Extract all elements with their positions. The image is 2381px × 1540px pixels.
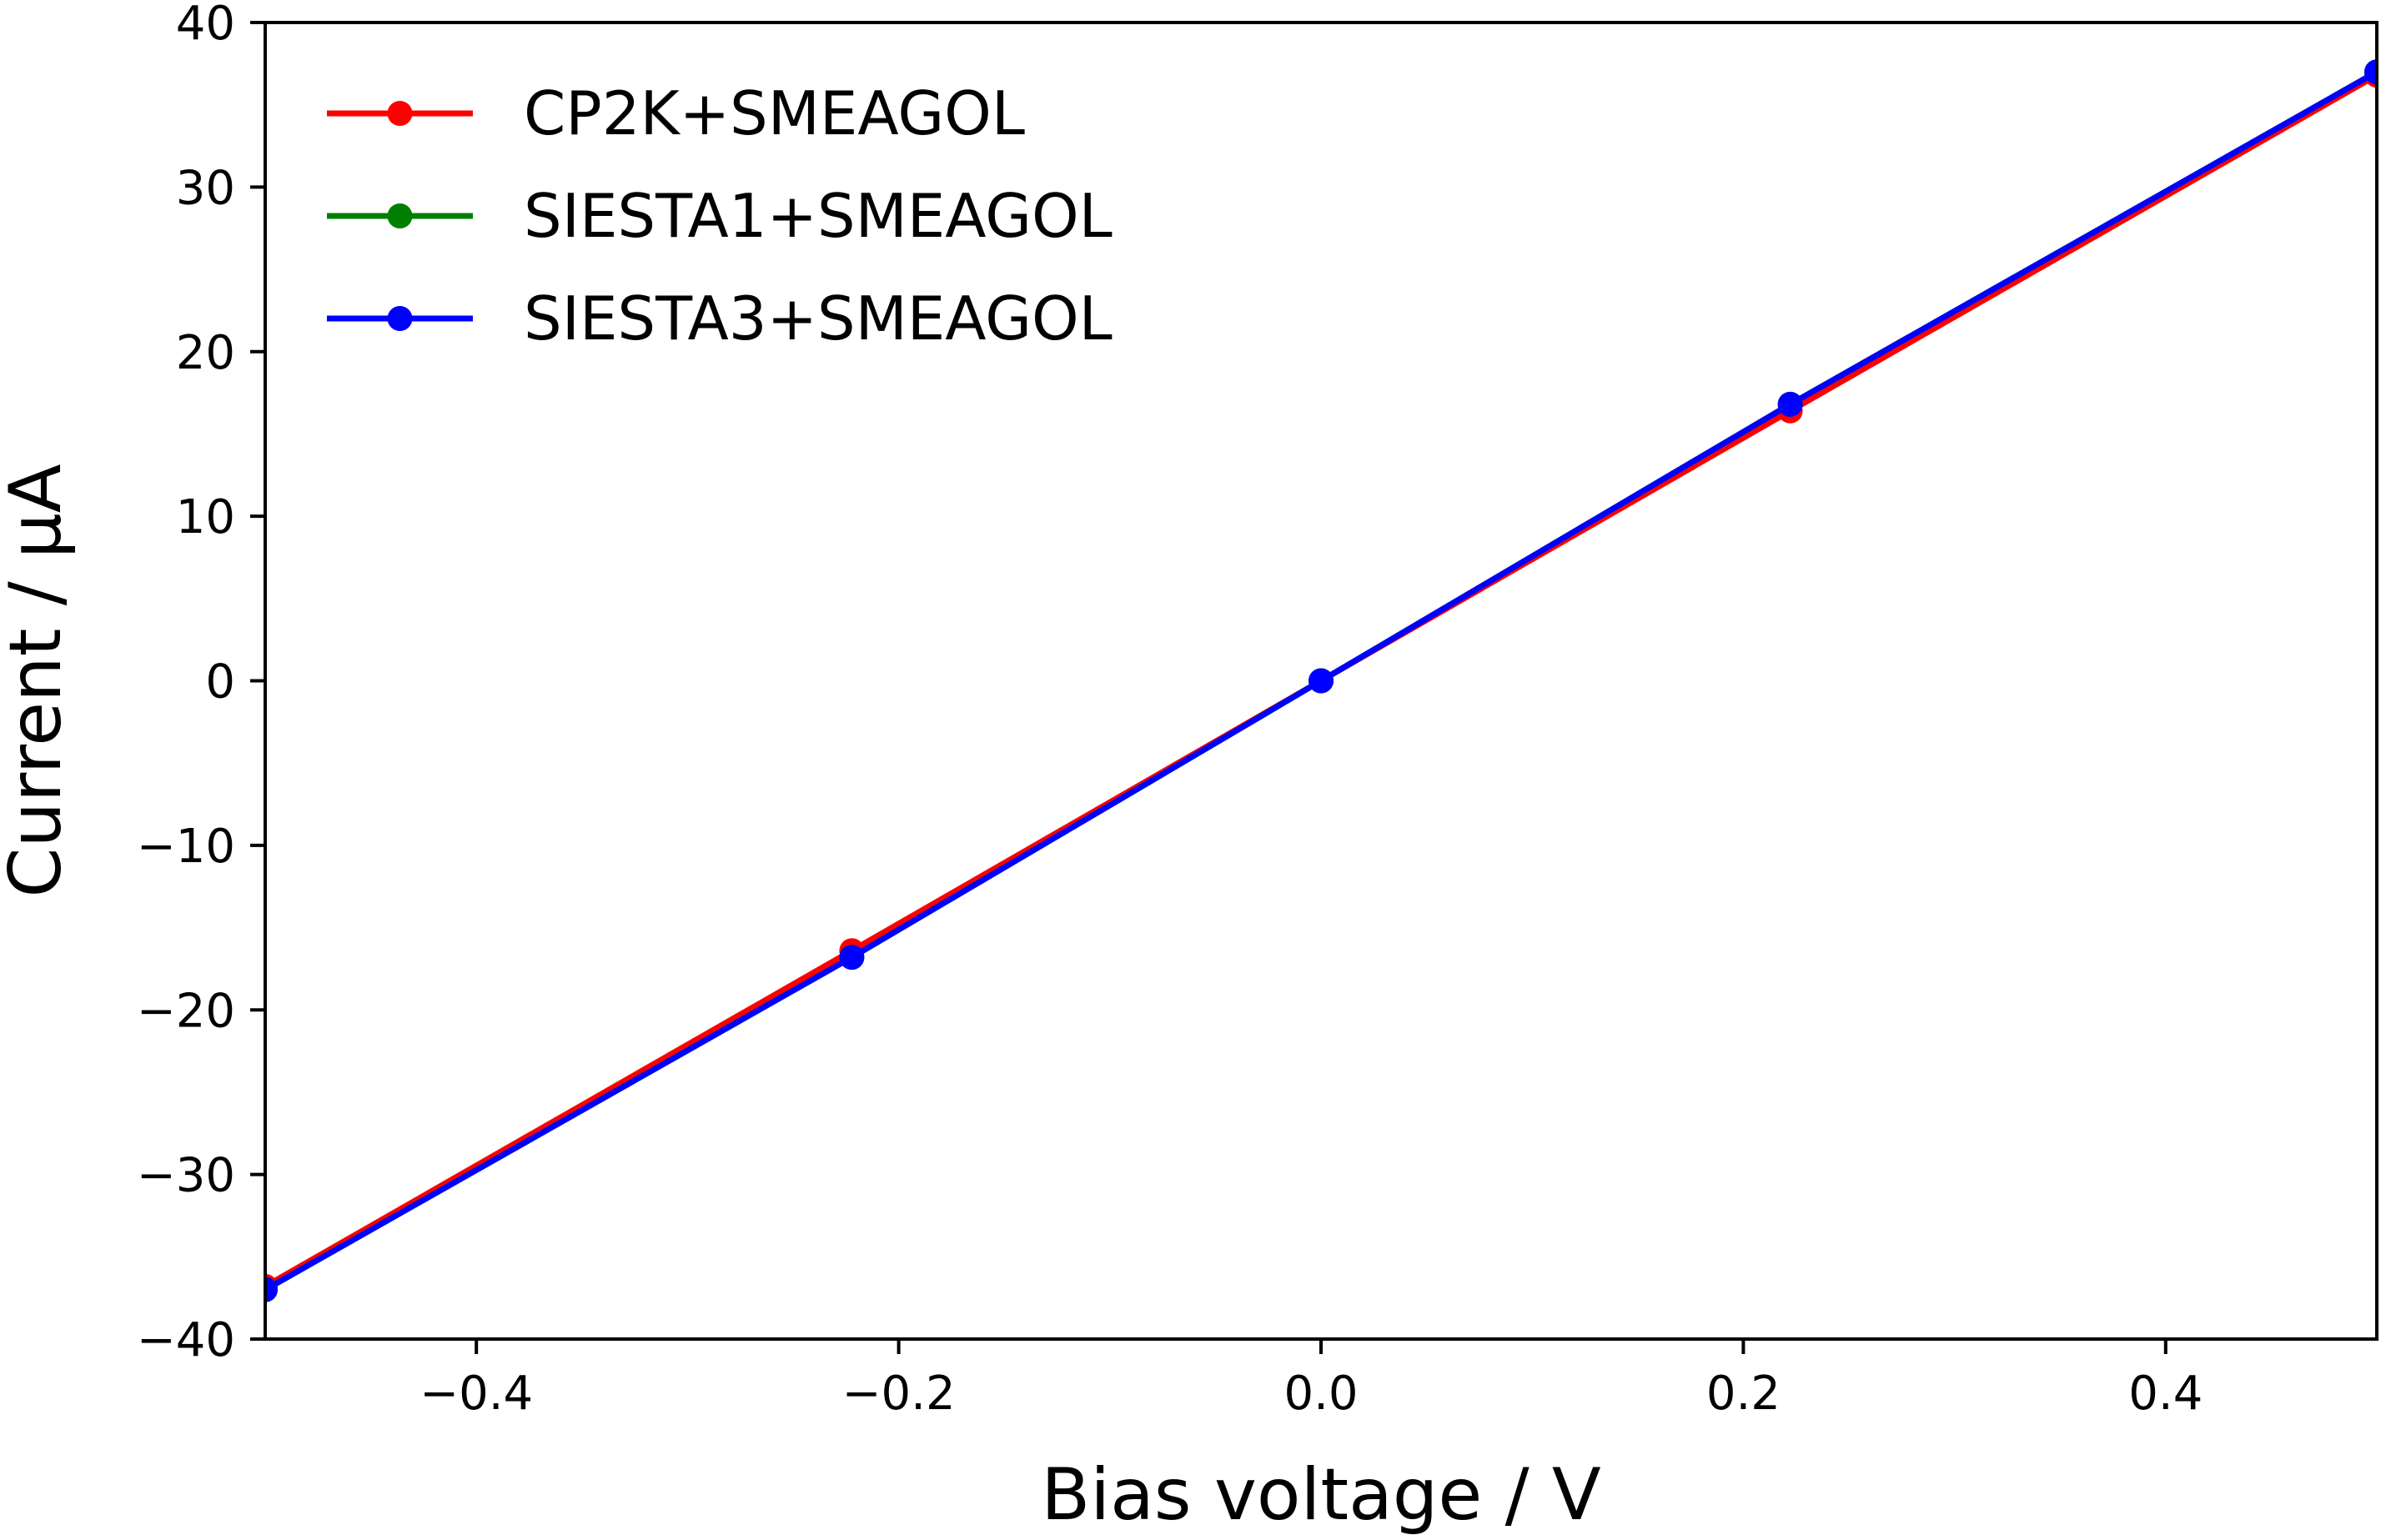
y-tick-label: 10 [176,490,235,544]
y-tick-label: −10 [137,820,235,874]
y-tick-label: −40 [137,1313,235,1367]
y-axis-ticks: −40 −30 −20 −10 0 10 20 30 40 [137,0,265,1367]
x-axis-ticks: −0.4 −0.2 0.0 0.2 0.4 [419,1339,2203,1421]
series-3-point-3 [1309,668,1334,694]
y-tick-label: 30 [176,161,235,215]
series-3-point-5 [2364,59,2377,85]
y-tick-label: 0 [205,655,235,710]
legend-marker-1 [387,101,413,126]
x-tick-label: −0.4 [419,1367,533,1421]
series-3-point-2 [839,945,865,971]
legend-label-1: CP2K+SMEAGOL [524,78,1025,148]
legend-marker-2 [387,203,413,228]
legend-marker-3 [387,306,413,331]
y-axis-title: Current / μA [0,464,78,897]
series-3-point-1 [265,1277,278,1302]
y-tick-label: −20 [137,984,235,1038]
x-axis-title: Bias voltage / V [1041,1453,1601,1537]
series-3-point-4 [1777,391,1803,417]
y-tick-label: 40 [176,0,235,51]
x-tick-label: −0.2 [842,1367,956,1421]
x-tick-label: 0.0 [1283,1367,1358,1421]
plot-marks [265,59,2377,1302]
legend-label-2: SIESTA1+SMEAGOL [524,181,1113,251]
y-tick-label: −30 [137,1149,235,1203]
legend: CP2K+SMEAGOL SIESTA1+SMEAGOL SIESTA3+SMEAG… [327,78,1113,354]
legend-label-3: SIESTA3+SMEAGOL [524,283,1113,354]
x-tick-label: 0.4 [2128,1367,2203,1421]
y-tick-label: 20 [176,326,235,380]
x-tick-label: 0.2 [1706,1367,1781,1421]
